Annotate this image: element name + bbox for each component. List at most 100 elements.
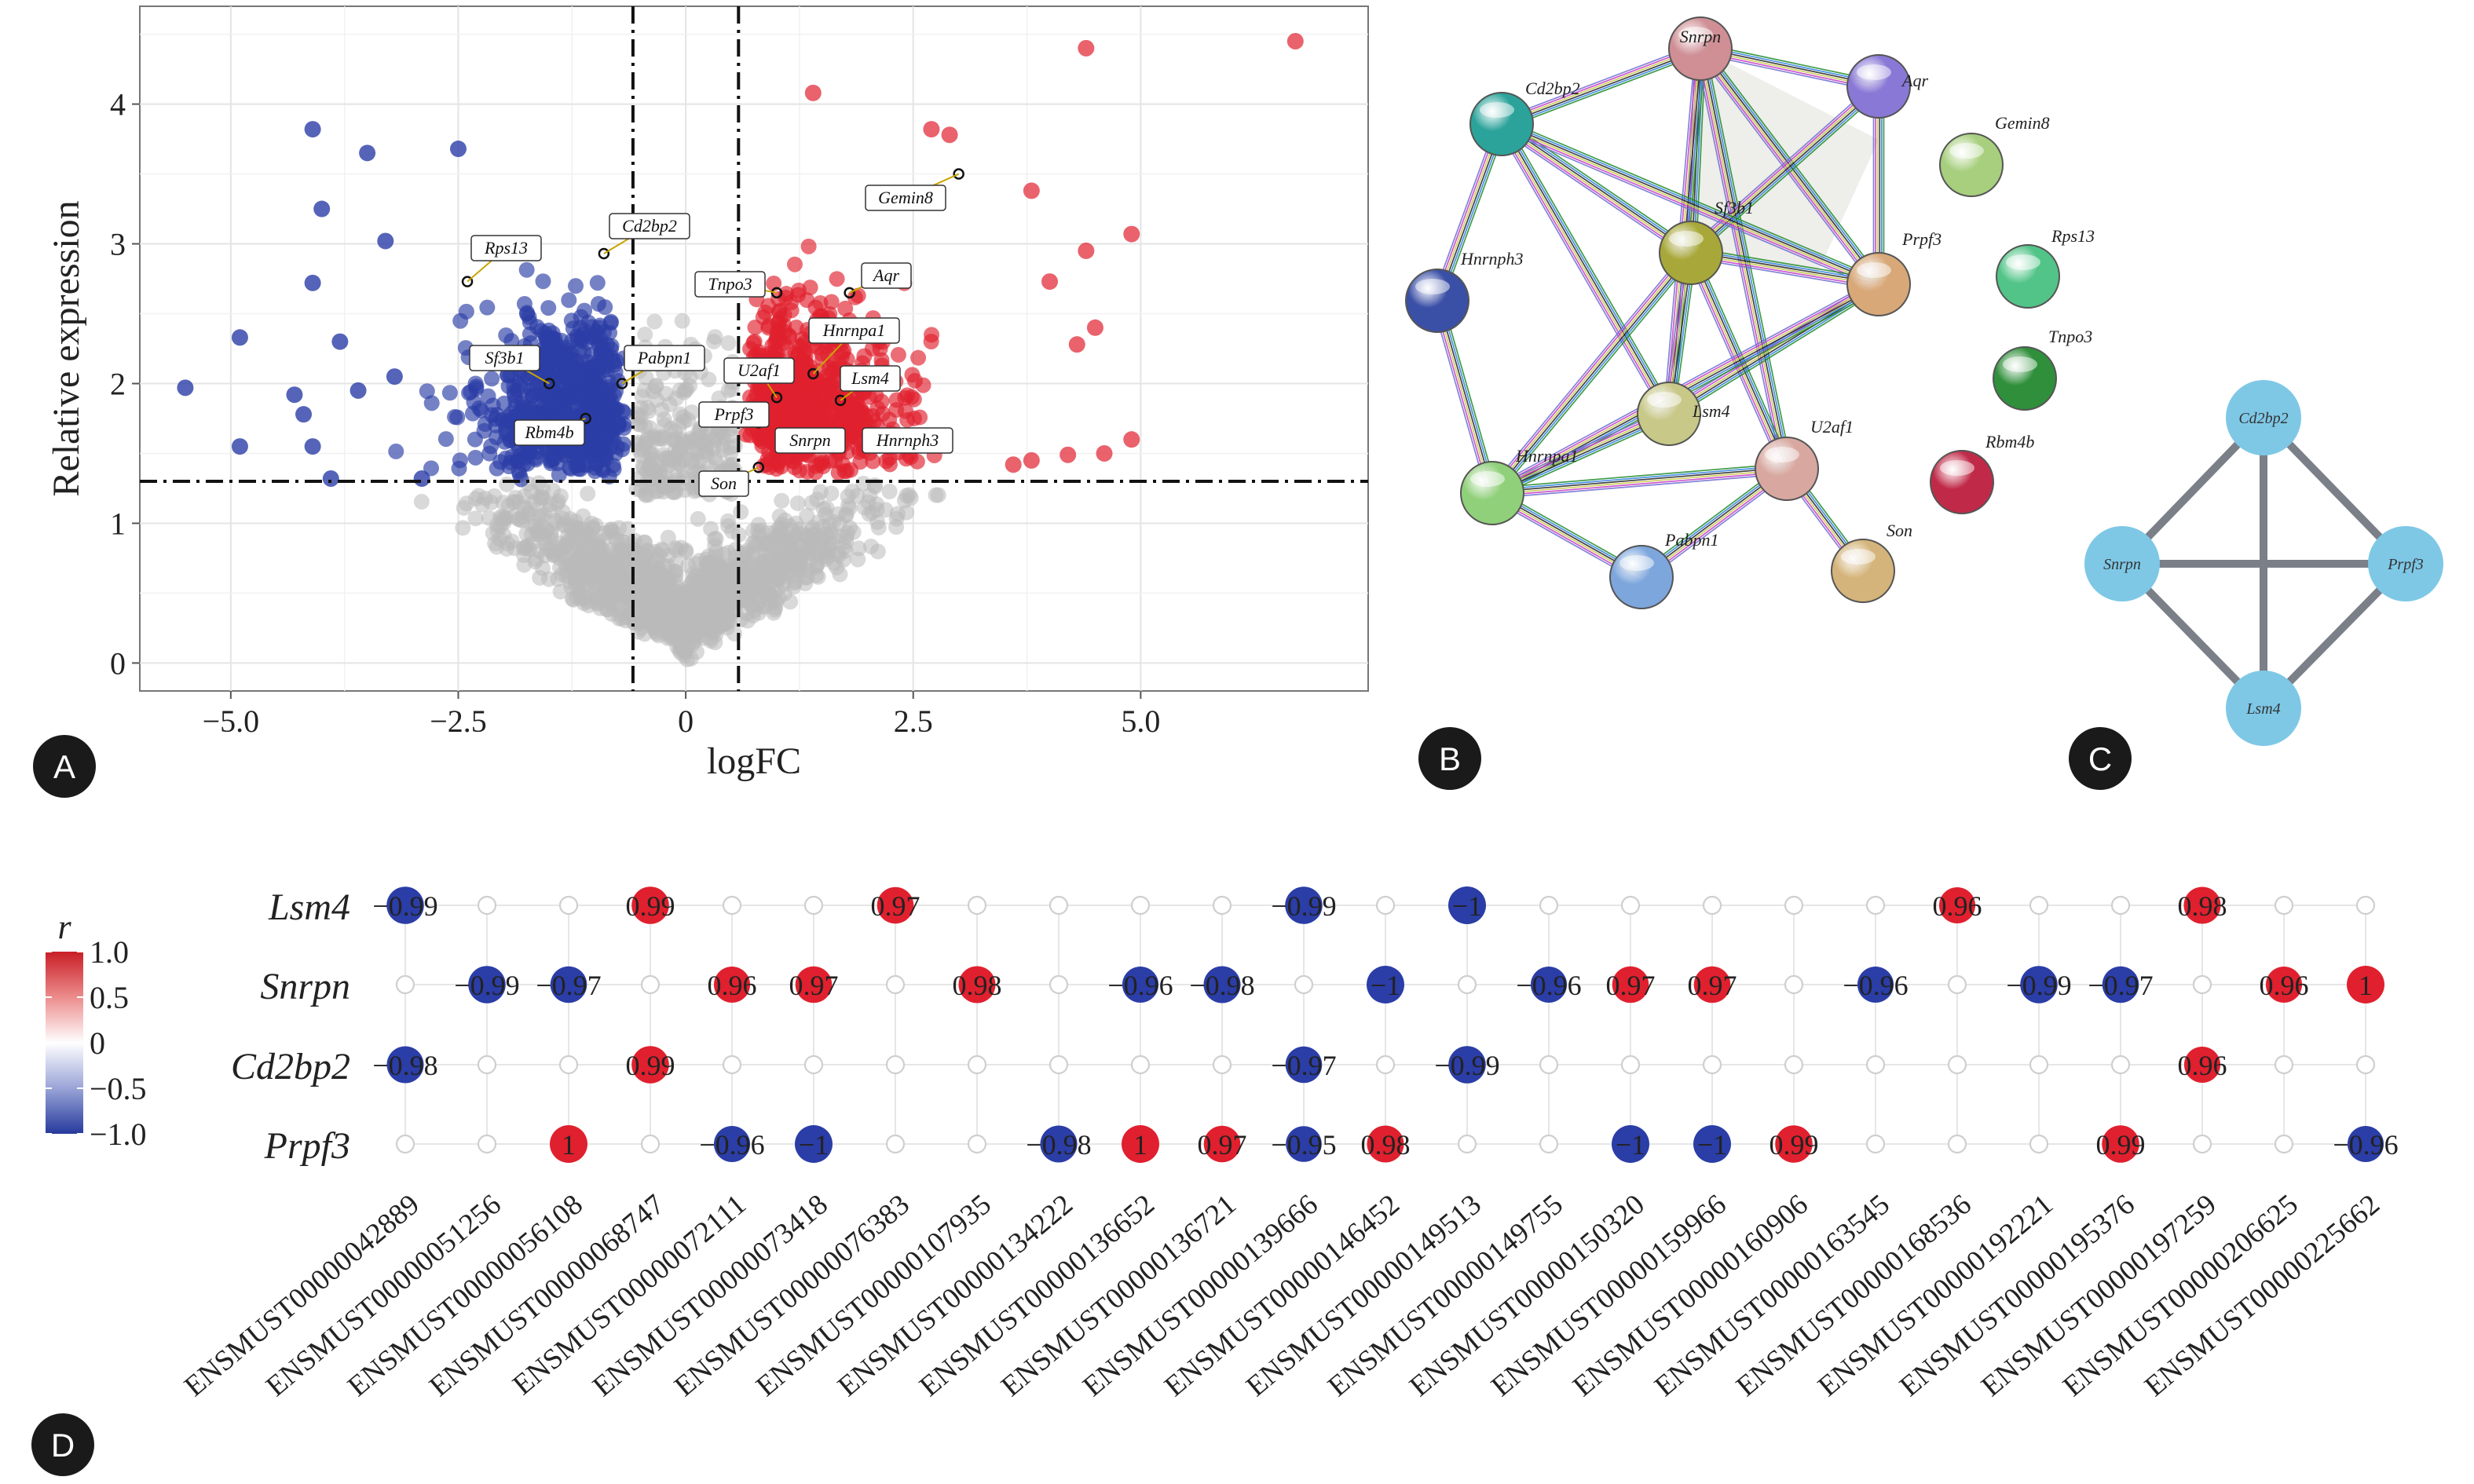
correlation-label: −1 xyxy=(1697,1129,1727,1161)
data-point xyxy=(777,323,793,340)
core-node-circle[interactable] xyxy=(2226,380,2301,455)
node-circle[interactable] xyxy=(1755,437,1819,501)
node-label: Snrpn xyxy=(1680,27,1722,46)
core-node-lsm4[interactable]: Lsm4 xyxy=(2226,671,2301,746)
correlation-label: −0.97 xyxy=(536,970,601,1001)
node-circle[interactable] xyxy=(1469,92,1534,156)
correlation-dot xyxy=(1612,966,1649,1003)
network-edge-strand xyxy=(1496,126,1666,417)
node-circle[interactable] xyxy=(1993,346,2057,411)
node-circle[interactable] xyxy=(1996,244,2060,309)
network-node-u2af1[interactable]: U2af1 xyxy=(1755,417,1854,501)
node-circle[interactable] xyxy=(1637,382,1701,446)
node-circle[interactable] xyxy=(1846,252,1911,316)
node-circle[interactable] xyxy=(1609,545,1674,609)
node-circle[interactable] xyxy=(1939,133,2004,197)
core-node-circle[interactable] xyxy=(2226,671,2301,746)
gene-label-gemin8: Gemin8 xyxy=(865,168,964,211)
data-point xyxy=(580,485,596,502)
data-point xyxy=(777,512,793,528)
node-circle[interactable] xyxy=(1846,54,1911,119)
correlation-label: −0.95 xyxy=(1271,1129,1336,1161)
data-point xyxy=(513,471,529,488)
empty-cell-marker xyxy=(1620,1055,1641,1075)
network-edge xyxy=(1499,119,1881,290)
data-point xyxy=(563,579,580,596)
network-edge-strand xyxy=(1502,122,1671,414)
data-point xyxy=(602,522,619,539)
network-edge-strand xyxy=(1498,127,1689,258)
empty-cell-marker xyxy=(2029,1134,2049,1154)
empty-cell-marker xyxy=(1212,1055,1232,1075)
network-node-rbm4b[interactable]: Rbm4b xyxy=(1930,432,2034,514)
empty-cell-marker xyxy=(803,1055,824,1075)
network-edge-strand xyxy=(1693,90,1883,258)
gene-label-text: Snrpn xyxy=(789,430,831,450)
network-edge-strand xyxy=(1500,126,1878,288)
data-point xyxy=(852,454,869,470)
network-node-lsm4[interactable]: Lsm4 xyxy=(1637,382,1730,446)
data-point xyxy=(558,352,574,368)
data-point xyxy=(518,540,534,557)
data-point-down xyxy=(304,274,321,291)
network-node-rps13[interactable]: Rps13 xyxy=(1996,226,2095,309)
data-point-down xyxy=(231,438,248,455)
data-point xyxy=(786,256,803,272)
network-node-prpf3[interactable]: Prpf3 xyxy=(1846,229,1942,316)
core-node-circle[interactable] xyxy=(2084,526,2160,601)
data-point xyxy=(584,515,600,532)
data-point xyxy=(850,388,866,404)
core-node-prpf3[interactable]: Prpf3 xyxy=(2368,526,2443,601)
panel-b-string-network: Snrpn Aqr Cd2bp2 Gemin8 Sf3b1 Prpf3 Rps13 Hnrnp… xyxy=(1405,16,2095,790)
data-point xyxy=(856,348,873,364)
network-node-aqr[interactable]: Aqr xyxy=(1846,54,1928,119)
core-node-cd2bp2[interactable]: Cd2bp2 xyxy=(2226,380,2301,455)
network-edge-strand xyxy=(1491,466,1787,493)
gene-label-lsm4: Lsm4 xyxy=(834,365,901,407)
data-point xyxy=(693,568,709,584)
gene-label-u2af1: U2af1 xyxy=(723,357,795,404)
correlation-dot xyxy=(1938,886,1976,924)
node-circle[interactable] xyxy=(1831,539,1895,603)
data-point xyxy=(807,458,824,474)
correlation-label: −0.99 xyxy=(454,970,519,1001)
data-point xyxy=(522,326,538,342)
correlation-label: −0.96 xyxy=(1516,970,1581,1001)
data-point xyxy=(754,437,770,454)
data-point xyxy=(602,341,619,357)
data-point xyxy=(632,408,649,424)
network-node-gemin8[interactable]: Gemin8 xyxy=(1939,113,2050,197)
core-node-circle[interactable] xyxy=(2368,526,2443,601)
network-node-hnrnpa1[interactable]: Hnrnpa1 xyxy=(1460,446,1578,525)
data-point xyxy=(609,416,626,433)
network-node-son[interactable]: Son xyxy=(1831,521,1912,603)
data-point xyxy=(855,475,872,492)
correlation-label: 0.98 xyxy=(2178,890,2227,922)
network-node-snrpn[interactable]: Snrpn xyxy=(1668,16,1733,81)
gene-marker xyxy=(598,247,610,260)
empty-cell-marker xyxy=(1784,895,1804,916)
node-circle[interactable] xyxy=(1659,221,1723,285)
empty-cell-marker xyxy=(1620,895,1641,916)
data-point xyxy=(674,313,690,329)
gene-marker xyxy=(844,287,855,299)
network-node-sf3b1[interactable]: Sf3b1 xyxy=(1659,198,1754,285)
network-node-cd2bp2[interactable]: Cd2bp2 xyxy=(1469,79,1580,156)
correlation-dot xyxy=(1203,1125,1241,1163)
data-point xyxy=(678,544,694,561)
data-point xyxy=(549,384,565,400)
data-point xyxy=(451,460,467,477)
node-circle[interactable] xyxy=(1460,461,1524,525)
core-node-snrpn[interactable]: Snrpn xyxy=(2084,526,2160,601)
network-edge-strand xyxy=(1503,119,1881,280)
network-node-hnrnph3[interactable]: Hnrnph3 xyxy=(1405,249,1523,333)
node-circle[interactable] xyxy=(1405,269,1469,333)
empty-cell-marker xyxy=(640,1134,661,1154)
data-point-up xyxy=(1041,273,1059,291)
network-edge-strand xyxy=(1492,414,1670,495)
network-node-tnpo3[interactable]: Tnpo3 xyxy=(1993,327,2092,411)
node-circle[interactable] xyxy=(1930,450,1994,514)
data-point xyxy=(779,386,796,402)
empty-cell-marker xyxy=(1865,895,1886,916)
network-node-pabpn1[interactable]: Pabpn1 xyxy=(1609,530,1718,609)
